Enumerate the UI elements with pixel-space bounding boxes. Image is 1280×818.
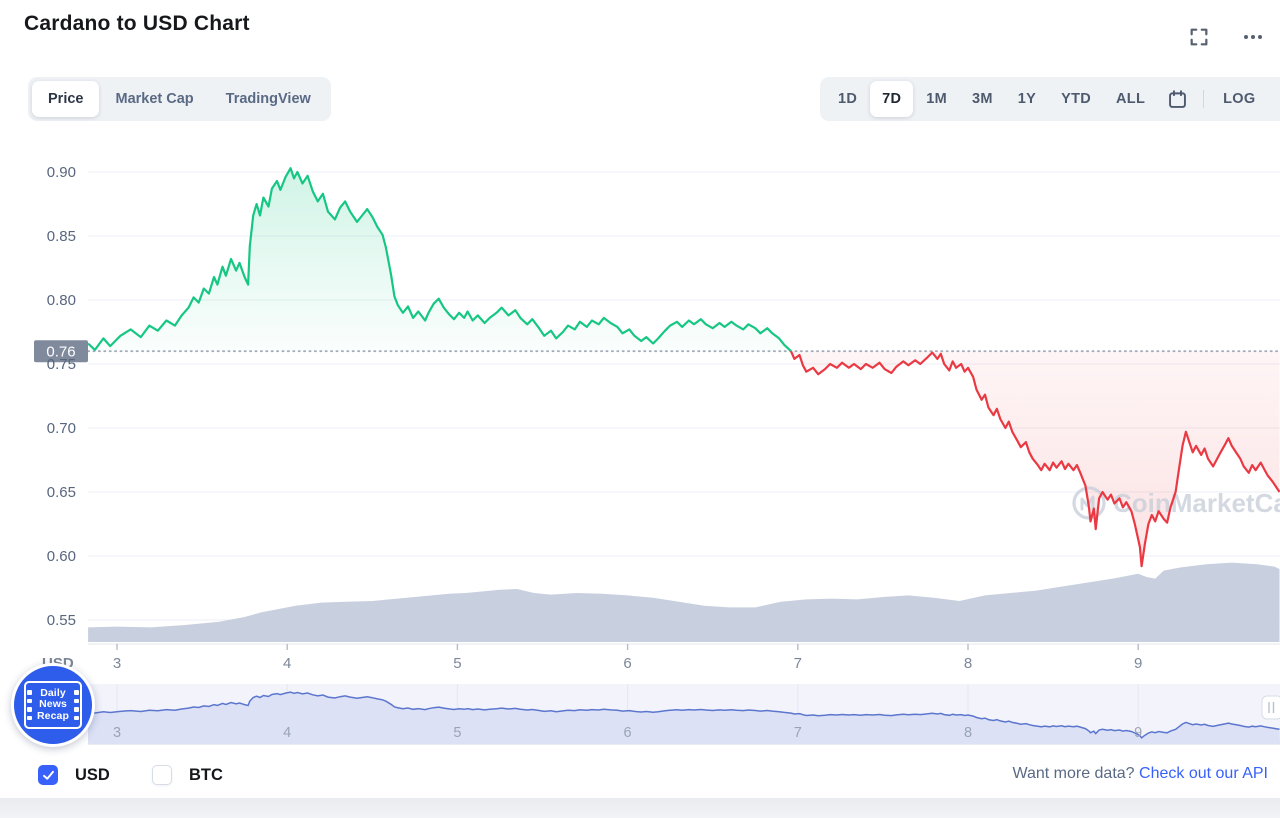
- navigator-label: 5: [453, 725, 461, 741]
- btc-checkbox-row[interactable]: BTC: [152, 765, 223, 785]
- range-3m[interactable]: 3M: [960, 81, 1005, 117]
- tab-price[interactable]: Price: [32, 81, 100, 117]
- coinmarketcap-watermark: CoinMarketCap: [1072, 486, 1280, 520]
- calendar-icon: [1168, 89, 1186, 108]
- filmstrip-holes-right: [73, 690, 80, 720]
- navigator-label: 7: [794, 725, 802, 741]
- y-axis-label: 0.80: [47, 292, 76, 309]
- navigator-label: 9: [1134, 725, 1142, 741]
- x-axis-labels: 3 4 5 6 7 8 9: [113, 644, 1142, 672]
- navigator-label: 8: [964, 725, 972, 741]
- range-7d[interactable]: 7D: [870, 81, 914, 117]
- api-promo-text: Want more data?: [1012, 765, 1135, 782]
- news-badge-line1: Daily: [40, 687, 66, 699]
- price-fill-up: [88, 168, 792, 352]
- toolbar-divider: [1203, 90, 1205, 108]
- page-title: Cardano to USD Chart: [24, 12, 250, 35]
- page-background-strip: [0, 798, 1280, 818]
- price-line-up: [87, 167, 792, 353]
- currency-toggle-row: USD BTC: [0, 758, 1280, 798]
- navigator-handle[interactable]: [1261, 695, 1280, 720]
- navigator-line: [88, 691, 1280, 739]
- navigator-fill: [88, 692, 1280, 744]
- navigator-label: 3: [113, 725, 121, 741]
- x-axis-label: 7: [794, 655, 802, 672]
- range-1y[interactable]: 1Y: [1006, 81, 1048, 117]
- daily-news-recap-badge[interactable]: Daily News Recap: [11, 663, 95, 747]
- current-price-badge: 0.76: [34, 340, 88, 363]
- y-axis-label: 0.85: [47, 228, 76, 245]
- x-axis-label: 5: [453, 655, 461, 672]
- navigator[interactable]: 3 4 5 6 7 8 9: [88, 684, 1280, 745]
- x-axis-label: 3: [113, 655, 121, 672]
- y-axis-label: 0.55: [47, 612, 76, 629]
- filmstrip-holes-left: [26, 690, 33, 720]
- range-ytd[interactable]: YTD: [1049, 81, 1103, 117]
- api-link[interactable]: Check out our API: [1139, 765, 1268, 782]
- x-axis-label: 8: [964, 655, 972, 672]
- btc-label: BTC: [189, 765, 223, 784]
- y-axis-label: 0.60: [47, 548, 76, 565]
- usd-checkbox[interactable]: [38, 765, 58, 785]
- custom-date-range-button[interactable]: [1158, 81, 1196, 117]
- usd-checkbox-row[interactable]: USD: [38, 765, 110, 785]
- x-axis-label: 6: [623, 655, 631, 672]
- range-selector: 1D 7D 1M 3M 1Y YTD ALL LOG: [820, 77, 1280, 121]
- price-line-down: [789, 350, 1280, 568]
- btc-checkbox[interactable]: [152, 765, 172, 785]
- navigator-label: 4: [283, 725, 291, 741]
- x-axis-label: 9: [1134, 655, 1142, 672]
- checkmark-icon: [42, 770, 54, 780]
- volume-area: [88, 562, 1280, 642]
- price-chart-plot-area[interactable]: [88, 150, 1280, 644]
- y-axis-label: 0.70: [47, 420, 76, 437]
- tab-tradingview[interactable]: TradingView: [210, 81, 327, 117]
- y-axis-label: 0.65: [47, 484, 76, 501]
- more-options-icon: [1244, 35, 1262, 39]
- log-scale-toggle[interactable]: LOG: [1211, 81, 1267, 117]
- svg-text:0.76: 0.76: [46, 344, 75, 361]
- range-1d[interactable]: 1D: [826, 81, 869, 117]
- api-promo: Want more data? Check out our API: [1012, 765, 1268, 783]
- filmstrip-icon: Daily News Recap: [24, 681, 82, 729]
- news-badge-line3: Recap: [36, 709, 69, 722]
- navigator-label: 6: [624, 725, 632, 741]
- chart-type-tabs: Price Market Cap TradingView: [28, 77, 331, 121]
- y-axis-label: 0.90: [47, 164, 76, 181]
- more-options-button[interactable]: [1238, 22, 1268, 52]
- x-axis-label: 4: [283, 655, 291, 672]
- usd-label: USD: [75, 765, 110, 784]
- range-all[interactable]: ALL: [1104, 81, 1157, 117]
- y-axis-labels: 0.90 0.85 0.80 0.760.75 0.70 0.65 0.60 0.55: [34, 164, 88, 629]
- range-1m[interactable]: 1M: [914, 81, 959, 117]
- tab-market-cap[interactable]: Market Cap: [99, 81, 209, 117]
- watermark-text: CoinMarketCap: [1113, 488, 1280, 518]
- fullscreen-icon: [1190, 28, 1208, 46]
- fullscreen-button[interactable]: [1184, 22, 1214, 52]
- news-badge-text: Daily News Recap: [33, 687, 73, 722]
- news-badge-line2: News: [39, 698, 67, 711]
- y-axis-label: 0.75: [47, 356, 76, 373]
